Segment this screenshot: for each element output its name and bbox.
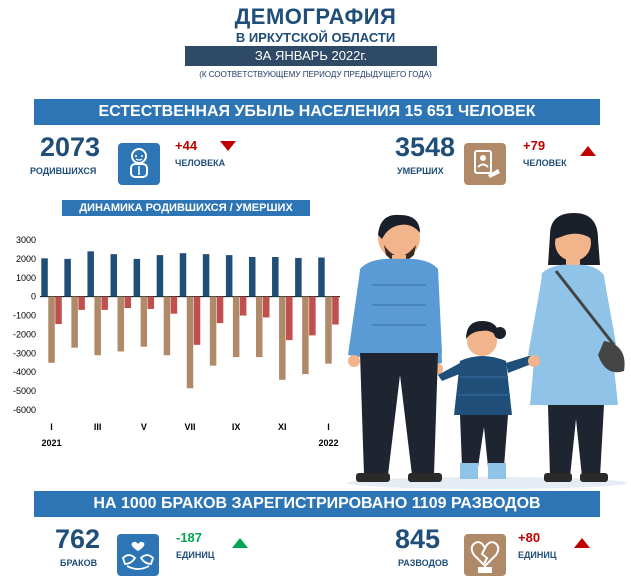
y-tick-label: -2000 bbox=[13, 329, 36, 339]
year-label: 2022 bbox=[318, 438, 338, 448]
bar-series1-11 bbox=[272, 257, 279, 297]
y-tick-label: -1000 bbox=[13, 311, 36, 321]
chart-title: ДИНАМИКА РОДИВШИХСЯ / УМЕРШИХ bbox=[62, 200, 310, 216]
y-tick-label: 3000 bbox=[16, 235, 36, 245]
trend-up-icon bbox=[574, 538, 590, 548]
y-tick-label: -6000 bbox=[13, 405, 36, 415]
trend-up-icon bbox=[580, 146, 596, 156]
x-tick-label: III bbox=[94, 422, 102, 432]
bar-series1-7 bbox=[179, 253, 187, 297]
deaths-unit: ЧЕЛОВЕК bbox=[523, 158, 567, 168]
bar-series2-10 bbox=[255, 296, 263, 358]
x-tick-label: I bbox=[50, 422, 53, 432]
bar-series3-5 bbox=[147, 296, 155, 309]
bar-series2-8 bbox=[209, 296, 217, 366]
births-unit: ЧЕЛОВЕКА bbox=[175, 158, 226, 168]
page-subtitle: В ИРКУТСКОЙ ОБЛАСТИ bbox=[235, 30, 396, 45]
bar-series1-5 bbox=[133, 258, 141, 297]
y-tick-label: 1000 bbox=[16, 273, 36, 283]
x-tick-label: V bbox=[141, 422, 147, 432]
bar-series3-4 bbox=[124, 296, 132, 308]
page-title: ДЕМОГРАФИЯ bbox=[234, 4, 397, 29]
family-illustration bbox=[347, 213, 627, 489]
bar-series1-2 bbox=[64, 258, 71, 297]
bar-series1-13 bbox=[318, 257, 325, 297]
mother-figure bbox=[528, 213, 625, 482]
marriages-unit: ЕДИНИЦ bbox=[176, 550, 215, 560]
births-value: 2073 bbox=[40, 132, 101, 162]
x-tick-label: VII bbox=[184, 422, 195, 432]
births-change: +44 bbox=[175, 138, 198, 153]
bar-series2-11 bbox=[279, 296, 286, 380]
trend-down-icon bbox=[220, 141, 236, 151]
bar-series3-13 bbox=[332, 296, 339, 325]
trend-up-icon bbox=[232, 538, 248, 548]
marriages-label: БРАКОВ bbox=[60, 558, 98, 568]
marriages-change: -187 bbox=[176, 530, 203, 545]
marriages-value: 762 bbox=[55, 524, 101, 554]
x-tick-label: IX bbox=[232, 422, 241, 432]
y-tick-label: -4000 bbox=[13, 367, 36, 377]
bar-series2-5 bbox=[140, 296, 148, 347]
bar-series1-6 bbox=[156, 255, 164, 297]
funeral-icon bbox=[464, 143, 506, 185]
divorces-value: 845 bbox=[395, 524, 441, 554]
bar-series3-3 bbox=[101, 296, 108, 310]
bar-series2-4 bbox=[117, 296, 125, 352]
bar-series3-1 bbox=[55, 296, 62, 325]
baby-icon bbox=[118, 143, 160, 185]
bar-series3-7 bbox=[193, 296, 201, 345]
x-tick-label: XI bbox=[278, 422, 287, 432]
divorces-label: РАЗВОДОВ bbox=[398, 558, 449, 568]
period-note: (К СООТВЕТСТВУЮЩЕМУ ПЕРИОДУ ПРЕДЫДУЩЕГО … bbox=[199, 70, 432, 79]
doves-icon bbox=[117, 534, 159, 576]
divorces-unit: ЕДИНИЦ bbox=[518, 550, 557, 560]
banner-divorces-ratio: НА 1000 БРАКОВ ЗАРЕГИСТРИРОВАНО 1109 РАЗ… bbox=[34, 491, 600, 517]
y-tick-label: 2000 bbox=[16, 254, 36, 264]
bar-series2-13 bbox=[325, 296, 332, 364]
bar-series1-9 bbox=[225, 255, 233, 297]
year-label: 2021 bbox=[42, 438, 62, 448]
bar-series3-8 bbox=[216, 296, 224, 324]
bar-series3-11 bbox=[286, 296, 293, 341]
y-tick-label: -5000 bbox=[13, 386, 36, 396]
bar-series1-12 bbox=[295, 257, 302, 297]
bar-series3-2 bbox=[78, 296, 85, 310]
broken-heart-icon bbox=[464, 534, 506, 576]
bar-series3-6 bbox=[170, 296, 178, 314]
bar-series1-1 bbox=[41, 258, 48, 297]
deaths-label: УМЕРШИХ bbox=[397, 166, 444, 176]
divorces-change: +80 bbox=[518, 530, 541, 545]
banner-natural-decrease: ЕСТЕСТВЕННАЯ УБЫЛЬ НАСЕЛЕНИЯ 15 651 ЧЕЛО… bbox=[34, 99, 600, 125]
child-figure bbox=[438, 321, 534, 479]
bar-series3-10 bbox=[262, 296, 270, 318]
bar-series2-6 bbox=[163, 296, 171, 356]
bar-series2-3 bbox=[94, 296, 101, 356]
deaths-value: 3548 bbox=[395, 132, 456, 162]
bar-series2-1 bbox=[48, 296, 55, 363]
bar-series1-10 bbox=[248, 257, 256, 297]
bar-series1-3 bbox=[87, 251, 94, 297]
father-figure bbox=[348, 214, 443, 482]
bar-series2-7 bbox=[186, 296, 194, 389]
y-tick-label: 0 bbox=[31, 292, 36, 302]
bar-series3-12 bbox=[309, 296, 316, 336]
bar-series2-12 bbox=[302, 296, 309, 375]
period-badge: ЗА ЯНВАРЬ 2022г. bbox=[185, 46, 437, 66]
x-tick-label: I bbox=[327, 422, 330, 432]
deaths-change: +79 bbox=[523, 138, 546, 153]
bar-series1-4 bbox=[110, 254, 118, 297]
births-deaths-chart: 3000 2000 1000 0 -1000 -2000 -3000 -4000 -5000 -6… bbox=[13, 235, 340, 448]
bar-series1-8 bbox=[202, 254, 210, 297]
births-label: РОДИВШИХСЯ bbox=[30, 166, 97, 176]
bar-series2-9 bbox=[232, 296, 240, 358]
y-tick-label: -3000 bbox=[13, 348, 36, 358]
bar-series3-9 bbox=[239, 296, 247, 316]
bar-series2-2 bbox=[71, 296, 78, 348]
